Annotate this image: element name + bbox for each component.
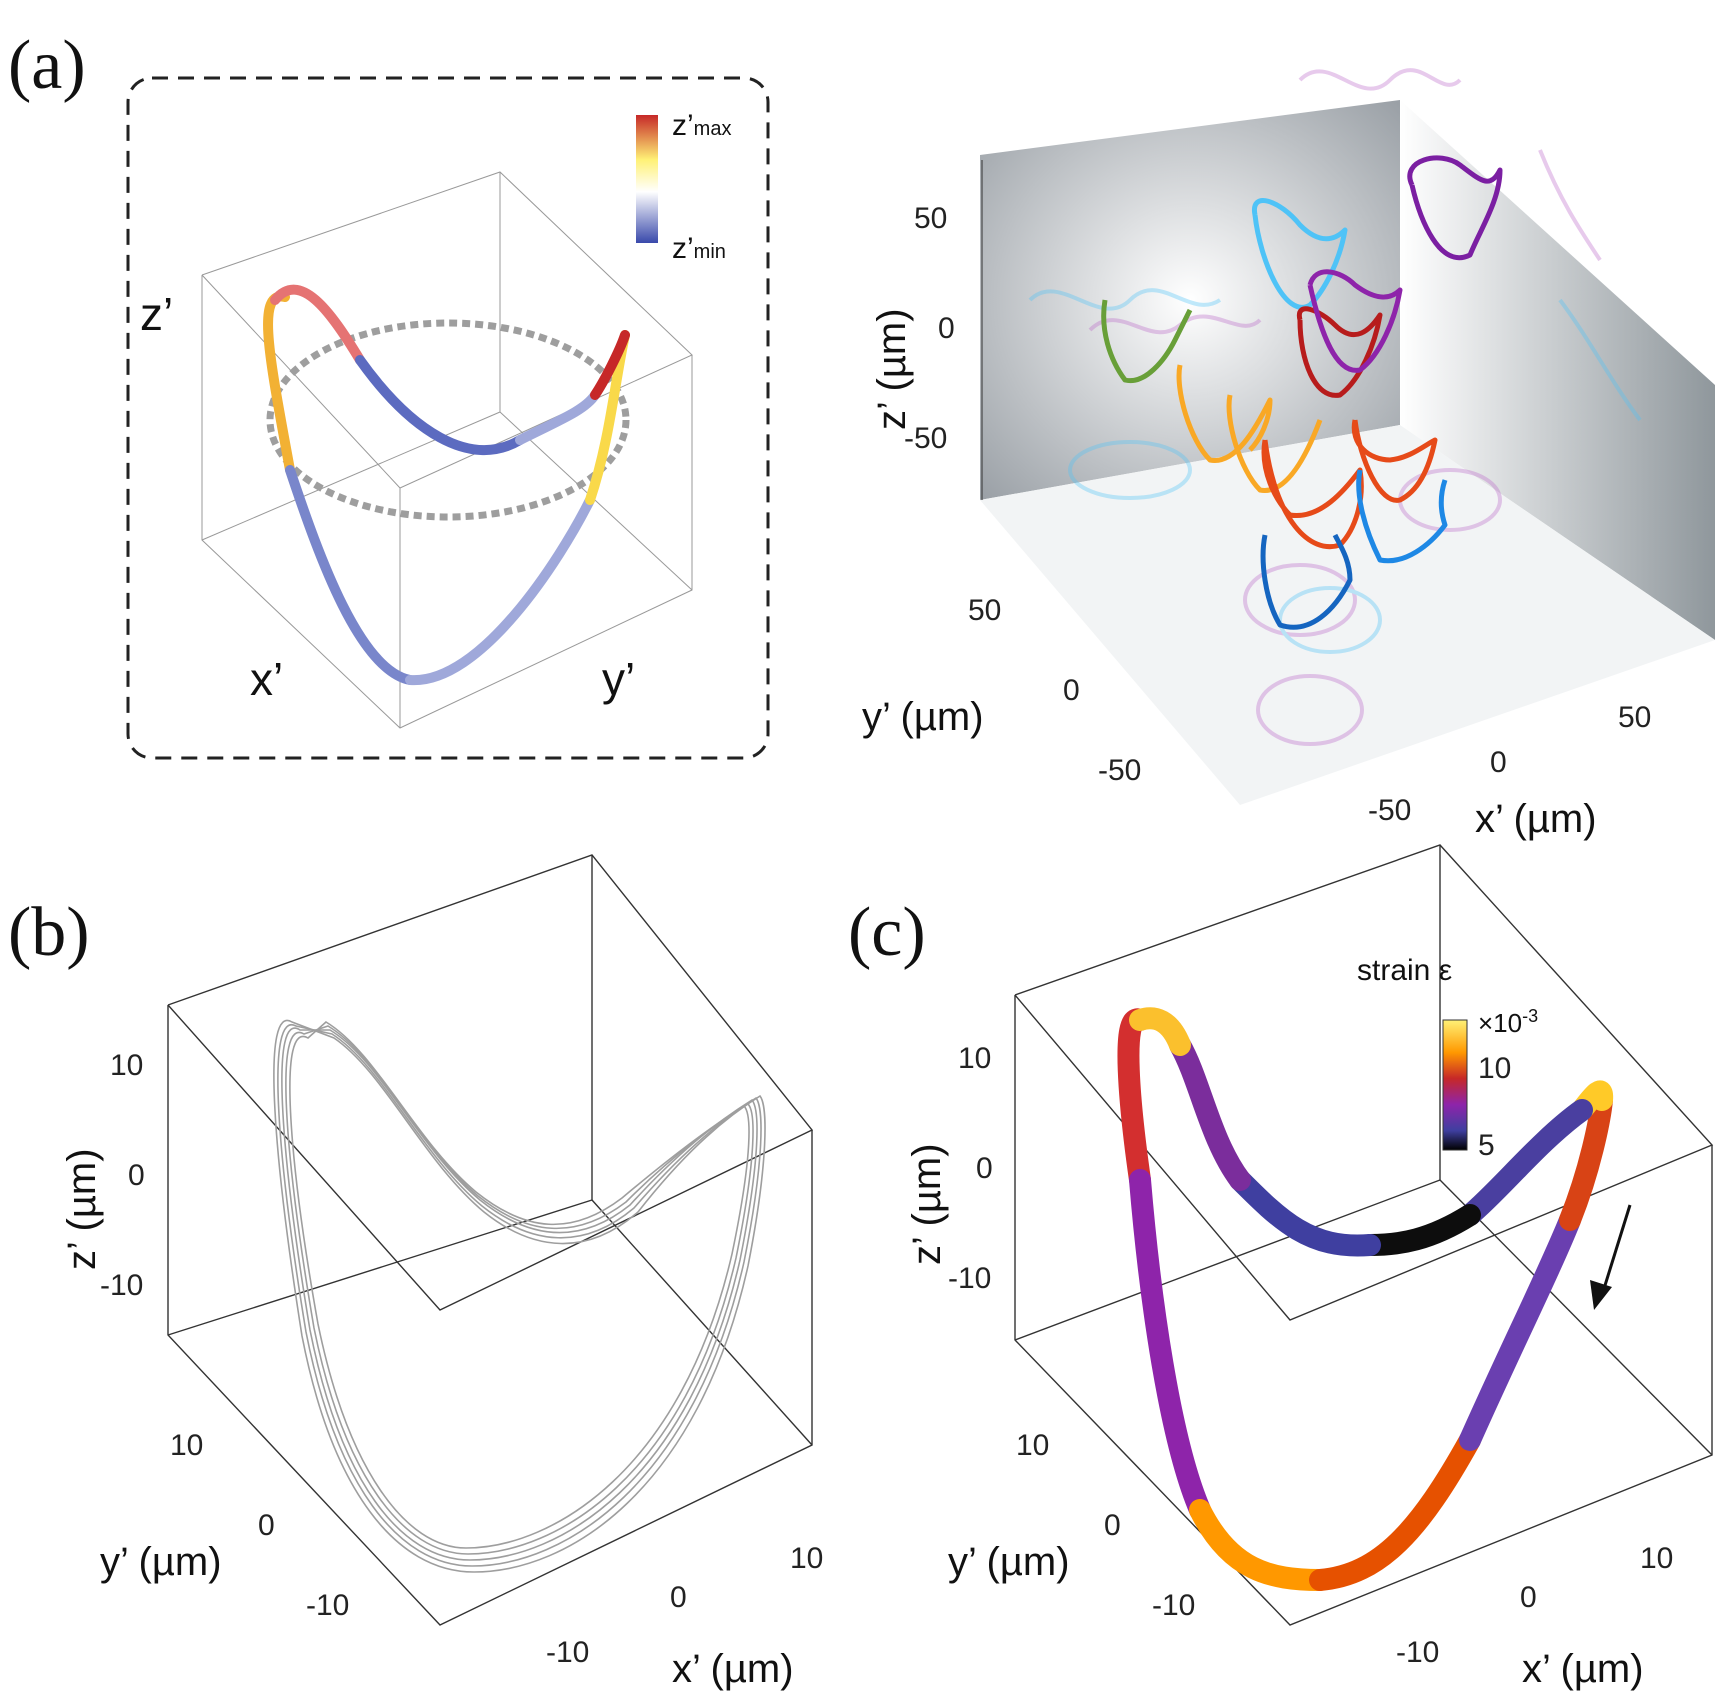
c-x-tick-10: 10 (1640, 1542, 1673, 1575)
direction-arrow (1590, 1204, 1632, 1310)
x-tick-0: 0 (1490, 746, 1507, 779)
strain-seg-8 (1459, 1099, 1593, 1226)
strain-seg-11 (1169, 1034, 1251, 1191)
strain-seg-9 (1359, 1204, 1481, 1256)
schematic-trajectory (263, 284, 630, 686)
c-z-axis-title: z’ (µm) (905, 1143, 949, 1265)
loop-2 (277, 1023, 762, 1567)
c-x-tick-neg10: -10 (1396, 1636, 1439, 1669)
trajectory-10 (1260, 533, 1353, 630)
schematic-y-label: y’ (602, 653, 635, 705)
loop-5 (289, 1021, 750, 1549)
strain-seg-12 (1129, 1007, 1191, 1056)
strain-tick-10: 10 (1478, 1052, 1511, 1085)
z-tick-0: 0 (938, 312, 955, 345)
b-z-axis-title: z’ (µm) (60, 1148, 104, 1270)
loop-4 (273, 1019, 766, 1573)
b-y-tick-10: 10 (170, 1429, 203, 1462)
panel-a-3d-plot: 50 0 -50 z’ (µm) 50 0 -50 y’ (µm) -50 0 … (862, 68, 1715, 841)
panel-c-plot: strain ε ×10-3 10 5 10 0 -10 z’ (µm) 10 … (905, 844, 1714, 1691)
dashed-frame (126, 76, 770, 760)
c-x-tick-0: 0 (1520, 1581, 1537, 1614)
trajectory-2 (1252, 198, 1348, 310)
y-tick-50: 50 (968, 594, 1001, 627)
strain-seg-5 (1459, 1209, 1581, 1451)
trajectory-1 (1407, 155, 1503, 260)
y-tick-neg50: -50 (1098, 754, 1141, 787)
strain-seg-4 (1309, 1429, 1481, 1591)
strain-seg-2 (1129, 1169, 1211, 1521)
c-z-tick-neg10: -10 (948, 1262, 991, 1295)
back-wall-left (980, 100, 1400, 500)
c-x-axis-title: x’ (µm) (1522, 1647, 1644, 1691)
b-y-tick-0: 0 (258, 1509, 275, 1542)
z-tick-neg50: -50 (904, 422, 947, 455)
panel-c-trajectory (1117, 1007, 1614, 1591)
trajectory-8 (1351, 419, 1438, 503)
colorbar-min-label: z’min (672, 232, 726, 265)
z-axis-title: z’ (µm) (870, 308, 914, 430)
b-x-axis-title: x’ (µm) (672, 1647, 794, 1691)
panel-c-label: (c) (848, 894, 926, 971)
trajectories (1101, 155, 1503, 630)
schematic-z-label: z’ (140, 288, 173, 340)
c-y-axis-title: y’ (µm) (948, 1540, 1070, 1584)
trajectory-6b (1226, 394, 1323, 493)
loop-3 (285, 1025, 754, 1555)
b-z-tick-0: 0 (128, 1159, 145, 1192)
schematic-cube (201, 171, 693, 729)
c-z-tick-10: 10 (958, 1042, 991, 1075)
panel-c-box (1014, 844, 1714, 1626)
schematic-colorbar (636, 115, 658, 243)
b-z-tick-10: 10 (110, 1049, 143, 1082)
panel-b-plot: 10 0 -10 z’ (µm) 10 0 -10 y’ (µm) -10 0 … (60, 854, 823, 1691)
strain-colorbar (1442, 1019, 1468, 1151)
dotted-ellipse (266, 319, 630, 521)
c-z-tick-0: 0 (976, 1152, 993, 1185)
strain-seg-10 (1229, 1169, 1381, 1257)
x-tick-neg50: -50 (1368, 794, 1411, 827)
b-x-tick-10: 10 (790, 1542, 823, 1575)
panel-a-label: (a) (8, 27, 86, 104)
b-y-tick-neg10: -10 (306, 1589, 349, 1622)
panel-b-box (167, 854, 814, 1626)
panel-b-trajectories (273, 1019, 766, 1573)
b-y-axis-title: y’ (µm) (100, 1540, 222, 1584)
floor (980, 425, 1715, 805)
b-z-tick-neg10: -10 (100, 1269, 143, 1302)
c-y-tick-10: 10 (1016, 1429, 1049, 1462)
strain-colorbar-exponent: ×10-3 (1478, 1006, 1538, 1038)
x-axis-title: x’ (µm) (1475, 797, 1597, 841)
strain-tick-5: 5 (1478, 1129, 1495, 1162)
y-tick-0: 0 (1063, 674, 1080, 707)
trajectory-6a (1176, 364, 1273, 463)
c-y-tick-neg10: -10 (1152, 1589, 1195, 1622)
x-tick-50: 50 (1618, 701, 1651, 734)
colorbar-max-label: z’max (672, 109, 731, 142)
strain-seg-3 (1189, 1499, 1331, 1591)
c-y-tick-0: 0 (1104, 1509, 1121, 1542)
strain-seg-1 (1117, 1008, 1151, 1191)
b-x-tick-neg10: -10 (546, 1636, 589, 1669)
y-axis-title: y’ (µm) (862, 695, 984, 739)
trajectory-4 (1296, 306, 1383, 398)
trajectory-9 (1356, 469, 1448, 564)
trajectory-5 (1307, 269, 1403, 373)
trajectory-3 (1101, 299, 1193, 384)
loop-1 (281, 1027, 758, 1561)
strain-colorbar-title: strain ε (1357, 954, 1452, 987)
panel-a-schematic: z’ x’ y’ z’max z’min (126, 76, 770, 760)
b-x-tick-0: 0 (670, 1581, 687, 1614)
z-tick-50: 50 (914, 202, 947, 235)
schematic-x-label: x’ (250, 653, 283, 705)
panel-b-label: (b) (8, 894, 90, 971)
